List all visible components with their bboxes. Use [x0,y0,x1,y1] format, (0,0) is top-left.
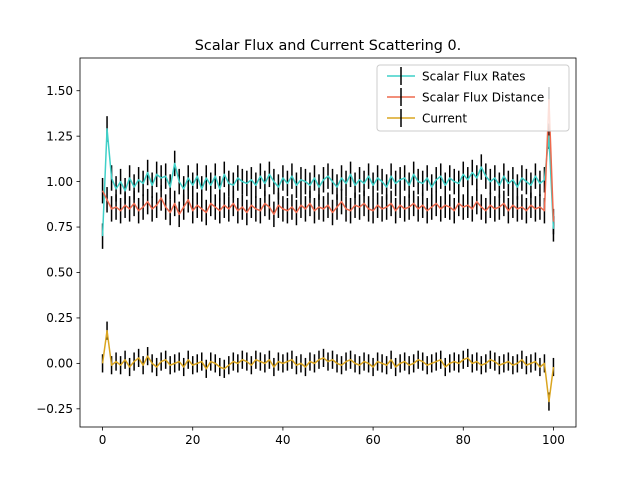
legend-label: Scalar Flux Rates [422,69,526,83]
y-axis: −0.25 0.00 0.25 0.50 0.75 1.00 1.25 1.50 [36,84,80,416]
y-tick-label: 1.50 [46,84,73,98]
error-bars-0 [101,116,555,249]
series-line-0 [101,128,555,237]
chart-title: Scalar Flux and Current Scattering 0. [195,38,461,54]
legend-item: Scalar Flux Rates [387,67,526,85]
legend-box [376,64,570,132]
axes-frame [79,57,577,428]
legend-item: Current [387,109,467,127]
x-tick-label: 20 [185,433,200,447]
y-tick-label: 0.00 [46,357,73,371]
legend-label: Scalar Flux Distance [422,90,544,104]
legend: Scalar Flux Rates Scalar Flux Distance Cur… [376,64,570,132]
y-tick-label: 1.25 [46,129,73,143]
series-line-1 [101,99,555,222]
plot-content [101,87,555,411]
x-tick-label: 60 [365,433,380,447]
series-line-2 [101,329,555,403]
y-tick-label: 0.75 [46,220,73,234]
x-axis: 0 20 40 60 80 100 [99,427,565,447]
legend-label: Current [422,111,467,125]
x-tick-label: 0 [99,433,107,447]
x-tick-label: 40 [275,433,290,447]
y-tick-label: 0.50 [46,266,73,280]
legend-item: Scalar Flux Distance [387,88,544,106]
x-tick-label: 100 [542,433,565,447]
y-tick-label: 0.25 [46,311,73,325]
x-tick-label: 80 [456,433,471,447]
error-bars-2 [101,321,555,411]
plot-area [79,57,577,428]
y-tick-label: −0.25 [36,402,73,416]
y-tick-label: 1.00 [46,175,73,189]
